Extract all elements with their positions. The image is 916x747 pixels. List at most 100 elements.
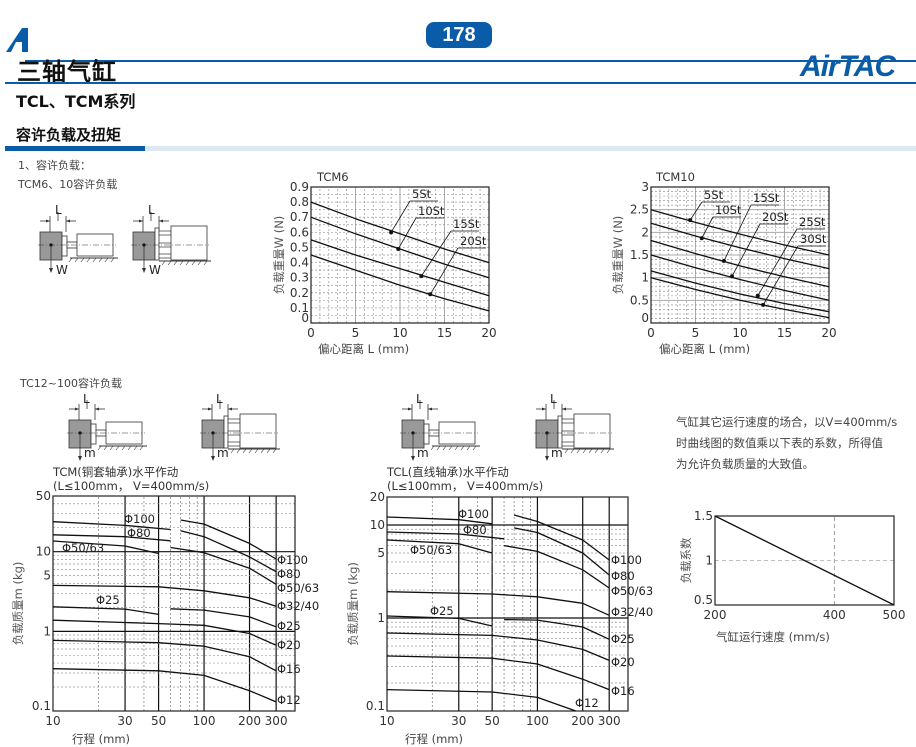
leader-line <box>397 217 417 250</box>
x-tick-label: 0 <box>307 326 315 340</box>
series-name: TCL、TCM系列 <box>16 92 136 111</box>
y-tick-label: 0 <box>641 311 649 325</box>
series-line <box>513 527 610 576</box>
series-line <box>52 521 171 531</box>
series-line <box>503 544 610 589</box>
x-tick-label: 5 <box>352 326 360 340</box>
series-label-inline: Φ50/63 <box>410 543 452 557</box>
series-line <box>650 270 830 313</box>
series-label: Φ32/40 <box>611 605 653 619</box>
x-tick-label: 10 <box>45 714 60 728</box>
series-label: 15St <box>753 191 780 205</box>
series-label: 10St <box>715 203 742 217</box>
series-line <box>52 584 277 607</box>
series-line <box>714 515 895 606</box>
series-label: Φ50/63 <box>611 584 653 598</box>
x-tick-label: 30 <box>117 714 132 728</box>
y-tick-label: 0.8 <box>290 195 309 209</box>
y-tick-label: 10 <box>36 545 51 559</box>
y-tick-label: 0 <box>301 311 309 325</box>
mass-label: m <box>551 446 563 460</box>
x-tick-label: 400 <box>823 608 846 622</box>
series-label: 30St <box>800 232 827 246</box>
series-line <box>52 619 277 646</box>
page-title: 三轴气缸 <box>17 58 117 86</box>
series-label-inline: Φ50/63 <box>62 541 104 555</box>
section-title: 容许负载及扭矩 <box>16 126 122 144</box>
y-tick-label: 0.5 <box>630 293 649 307</box>
y-tick-label: 0.1 <box>290 301 309 315</box>
leader-line <box>689 201 703 221</box>
series-line <box>310 201 490 264</box>
dim-label: L <box>216 392 223 406</box>
chart-3: 10 30 50 100 200 300 0.1 1 5 10 20TCL(直线轴承)水平作动(L≤… <box>346 465 653 746</box>
series-line <box>180 519 277 560</box>
chart-title: TCL(直线轴承)水平作动 <box>386 465 509 479</box>
series-line <box>650 209 830 256</box>
y-tick-label: 5 <box>377 546 385 560</box>
series-label: 25St <box>799 215 826 229</box>
note-line: 气缸其它运行速度的场合，以V=400mm/s <box>676 415 898 429</box>
x-tick-label: 200 <box>704 608 727 622</box>
series-line <box>504 618 610 640</box>
y-tick-label: 1 <box>641 271 649 285</box>
plot-frame <box>714 515 895 606</box>
x-tick-label: 50 <box>151 714 166 728</box>
section-bar <box>5 146 145 151</box>
leader-line <box>757 228 798 297</box>
speed-note: 气缸其它运行速度的场合，以V=400mm/s 时曲线图的数值乘以下表的系数，所得… <box>676 412 897 475</box>
series-label-inline: Φ25 <box>96 593 120 607</box>
series-label: Φ50/63 <box>277 581 319 595</box>
y-tick-label: 1.5 <box>694 509 713 523</box>
series-label-inline: Φ25 <box>430 604 454 618</box>
y-tick-label: 2 <box>641 225 649 239</box>
series-line <box>386 688 577 712</box>
series-line <box>52 540 159 555</box>
mass-label: m <box>217 446 229 460</box>
y-tick-label: 2.5 <box>630 203 649 217</box>
page-number: 178 <box>426 22 492 48</box>
x-axis-label: 行程 (mm) <box>72 732 130 746</box>
y-tick-label: 0.1 <box>366 699 385 713</box>
section-bar-track <box>145 146 916 151</box>
series-label: 5St <box>704 188 724 202</box>
chart-title: TCM10 <box>655 170 695 184</box>
y-tick-label: 10 <box>370 518 385 532</box>
leader-line <box>421 230 452 277</box>
chart-2: 10 30 50 100 200 3000.1151050TCM(铜套轴承)水平作动(L≤… <box>11 465 319 746</box>
dim-label: L <box>83 392 90 406</box>
x-tick-label: 10 <box>392 326 407 340</box>
series-line <box>650 222 830 270</box>
dim-label: L <box>550 392 557 406</box>
chart-4: 200 400 500 0.5 1 1.5 气缸运行速度 (mm/s) 负载系数 <box>679 509 905 644</box>
series-line <box>386 539 493 554</box>
series-label: 20St <box>762 210 789 224</box>
plot-frame <box>386 496 629 712</box>
y-tick-label: 20 <box>370 490 385 504</box>
dim-label: L <box>55 203 62 217</box>
dim-label: L <box>416 392 423 406</box>
intro-subtitle-tcm: TCM6、10容许负载 <box>18 178 118 191</box>
series-line <box>386 632 610 662</box>
plot-frame <box>52 495 296 712</box>
chart-0: 0 5 10 15 2000.10.20.30.40.50.60.70.80.9TCM6… <box>272 170 497 356</box>
y-tick-label: 1 <box>43 624 51 638</box>
x-axis-label: 偏心距离 L (mm) <box>318 342 409 356</box>
y-tick-label: 1 <box>377 611 385 625</box>
dim-label: L <box>148 203 155 217</box>
series-label-inline: Φ80 <box>127 526 151 540</box>
x-tick-label: 10 <box>732 326 747 340</box>
series-label: 20St <box>460 234 487 248</box>
x-tick-label: 100 <box>526 714 549 728</box>
chart-subtitle: (L≤100mm， V=400mm/s) <box>387 479 543 493</box>
series-line <box>386 615 493 627</box>
series-line <box>650 239 830 288</box>
series-label: Φ20 <box>611 655 635 669</box>
mass-label: m <box>417 446 429 460</box>
y-axis-label: 负载重量W (N) <box>611 216 625 295</box>
series-line <box>650 254 830 301</box>
series-label: Φ80 <box>611 569 635 583</box>
x-tick-label: 0 <box>647 326 655 340</box>
x-tick-label: 50 <box>485 714 500 728</box>
